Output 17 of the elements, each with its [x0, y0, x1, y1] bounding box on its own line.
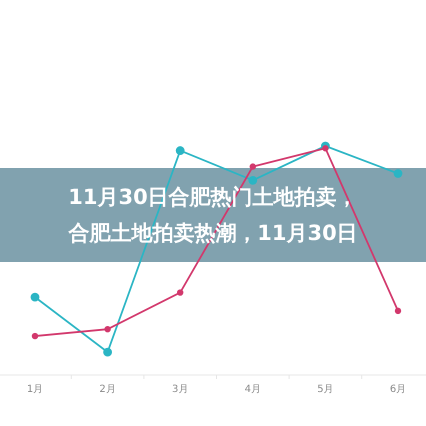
- x-tick-label: 2月: [99, 384, 116, 395]
- point: [103, 348, 112, 356]
- x-tick-label: 5月: [317, 384, 334, 395]
- point: [177, 289, 184, 296]
- point: [250, 163, 256, 170]
- point: [394, 169, 402, 178]
- x-tick-label: 1月: [26, 384, 44, 395]
- point: [394, 308, 402, 314]
- x-tick-label: 6月: [390, 384, 406, 395]
- point: [248, 176, 258, 185]
- point: [104, 326, 111, 332]
- point: [176, 146, 185, 155]
- x-tick-label: 4月: [244, 384, 261, 395]
- point: [30, 292, 40, 302]
- x-tick-label: 3月: [172, 384, 188, 395]
- point: [32, 332, 38, 340]
- point: [322, 145, 329, 152]
